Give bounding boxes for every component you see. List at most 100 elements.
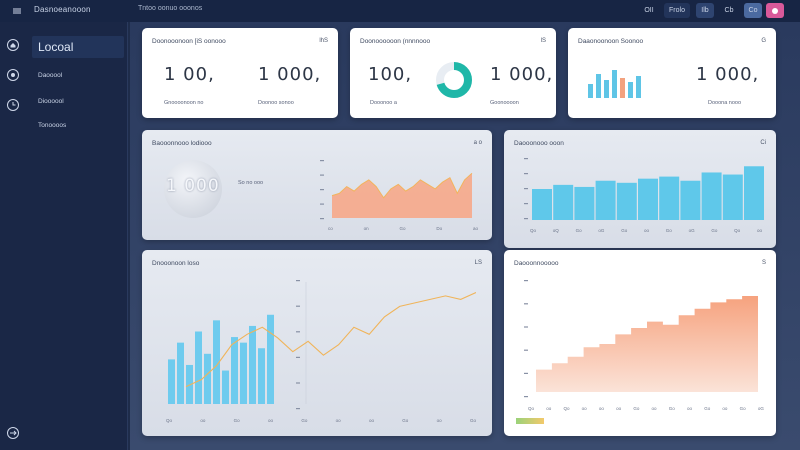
topbar-button-4[interactable]: Co: [744, 3, 762, 18]
mini-bar-chart: [588, 70, 641, 98]
bar: [532, 189, 552, 220]
card-menu-button[interactable]: lhS: [319, 38, 328, 44]
sidebar-item-2[interactable]: Tonoooos: [38, 122, 67, 129]
card-title: Doonoooooon (nnnnooo: [360, 38, 431, 45]
mini-bar: [596, 74, 601, 98]
x-tick: Qo: [528, 406, 535, 411]
line-series: [185, 291, 476, 388]
clock-icon[interactable]: [6, 98, 20, 112]
kpi-value-2: 1 000,: [490, 64, 554, 85]
x-tick: Go: [402, 418, 409, 423]
bar: [638, 178, 658, 220]
bar: [616, 182, 637, 220]
mini-bar: [612, 70, 617, 98]
card-title: Daooonnooooo: [514, 260, 559, 267]
x-axis-ticks: co on Go Do ao: [328, 226, 478, 231]
x-axis-ticks: Qo oo Qo oo oo oo Go oo Go oo Go oo Go oG: [528, 406, 764, 411]
card-title: Baooonnooo lodiooo: [152, 140, 212, 147]
sidebar-item-0[interactable]: Daooool: [38, 72, 63, 79]
x-tick: oG: [598, 228, 605, 233]
gauge-value: 1 000: [166, 176, 220, 196]
notification-icon: [772, 7, 778, 14]
y-tick: [296, 280, 300, 282]
bar: [213, 320, 220, 404]
bar: [680, 180, 701, 220]
x-tick: oo: [756, 228, 762, 233]
x-tick: oo: [267, 418, 273, 423]
y-tick: [524, 188, 528, 190]
kpi-value-1: 1 00,: [164, 64, 215, 85]
sidebar-item-active[interactable]: Locoal: [32, 36, 124, 58]
x-tick: Qo: [530, 228, 537, 233]
x-tick: oo: [616, 406, 622, 411]
breadcrumb: Tntoo oonuo ooonos: [138, 5, 203, 12]
x-tick: Qo: [563, 406, 570, 411]
y-tick: [524, 280, 528, 282]
card-menu-button[interactable]: S: [761, 260, 766, 266]
y-tick: [524, 158, 528, 160]
x-tick: oo: [200, 418, 206, 423]
area-series: [536, 296, 758, 392]
logout-icon[interactable]: [6, 426, 20, 440]
kpi-sub-1: Gnoooonoon no: [164, 100, 204, 106]
topbar-button-1[interactable]: Frolo: [664, 3, 690, 18]
x-tick: oo: [581, 406, 587, 411]
bar: [249, 325, 256, 404]
bar: [204, 353, 211, 404]
x-tick: oo: [546, 406, 552, 411]
topbar-button-2[interactable]: Ilb: [696, 3, 714, 18]
x-tick: Go: [665, 228, 672, 233]
bar: [240, 342, 247, 404]
x-tick: oo: [651, 406, 657, 411]
x-tick: Go: [399, 226, 406, 231]
settings-icon[interactable]: [6, 68, 20, 82]
bar: [722, 174, 743, 220]
notification-button[interactable]: [766, 3, 784, 18]
x-tick: oo: [368, 418, 374, 423]
x-tick: Go: [575, 228, 582, 233]
x-tick: Go: [469, 418, 476, 423]
y-tick: [320, 160, 324, 162]
y-tick: [320, 189, 324, 191]
top-bar: Dasnoeanooon Tntoo oonuo ooonos OII Frol…: [0, 0, 800, 22]
bar-chart-card: Daooonooo ooon Ci Qo oQ Go oG Go oo Go oG Go Qo oo: [504, 130, 776, 248]
card-menu-button[interactable]: a o: [473, 140, 482, 146]
x-tick: oo: [643, 228, 649, 233]
y-tick: [320, 203, 324, 205]
y-tick: [524, 372, 528, 374]
home-icon[interactable]: [6, 38, 20, 52]
sidebar-active-label: Locoal: [38, 40, 74, 54]
mini-bar: [604, 80, 609, 98]
bar: [195, 331, 202, 404]
x-tick: oo: [436, 418, 442, 423]
kpi-sub: Dooona nooo: [708, 100, 742, 106]
y-tick: [524, 396, 528, 398]
y-tick: [320, 218, 324, 220]
x-tick: Go: [711, 228, 718, 233]
sidebar-item-1[interactable]: Dioooool: [38, 98, 64, 105]
gauge-circle: [164, 160, 222, 218]
area-series: [332, 173, 472, 218]
card-menu-button[interactable]: G: [761, 38, 766, 44]
app-brand: Dasnoeanooon: [34, 5, 91, 14]
x-tick: oG: [688, 228, 695, 233]
card-menu-button[interactable]: lS: [540, 38, 546, 44]
legend-swatch: [516, 418, 544, 424]
main-area: Doonooonoon [iS oonooo lhS 1 00, 1 000, …: [130, 22, 800, 450]
x-tick: Go: [739, 406, 746, 411]
kpi-sub-2: Doonoo sonoo: [258, 100, 294, 106]
mini-bar: [620, 78, 625, 98]
x-tick: ao: [472, 226, 478, 231]
topbar-button-3[interactable]: Cb: [724, 7, 734, 14]
stepped-area-chart: [524, 280, 758, 398]
y-tick: [320, 174, 324, 176]
card-menu-button[interactable]: LS: [474, 260, 482, 266]
topbar-button-0[interactable]: OII: [644, 7, 654, 14]
mini-bar: [628, 82, 633, 98]
bar: [744, 166, 764, 220]
bar: [553, 184, 574, 220]
card-menu-button[interactable]: Ci: [760, 140, 766, 146]
kpi-value: 1 000,: [696, 64, 760, 85]
bar: [258, 348, 265, 404]
y-tick: [296, 356, 300, 358]
